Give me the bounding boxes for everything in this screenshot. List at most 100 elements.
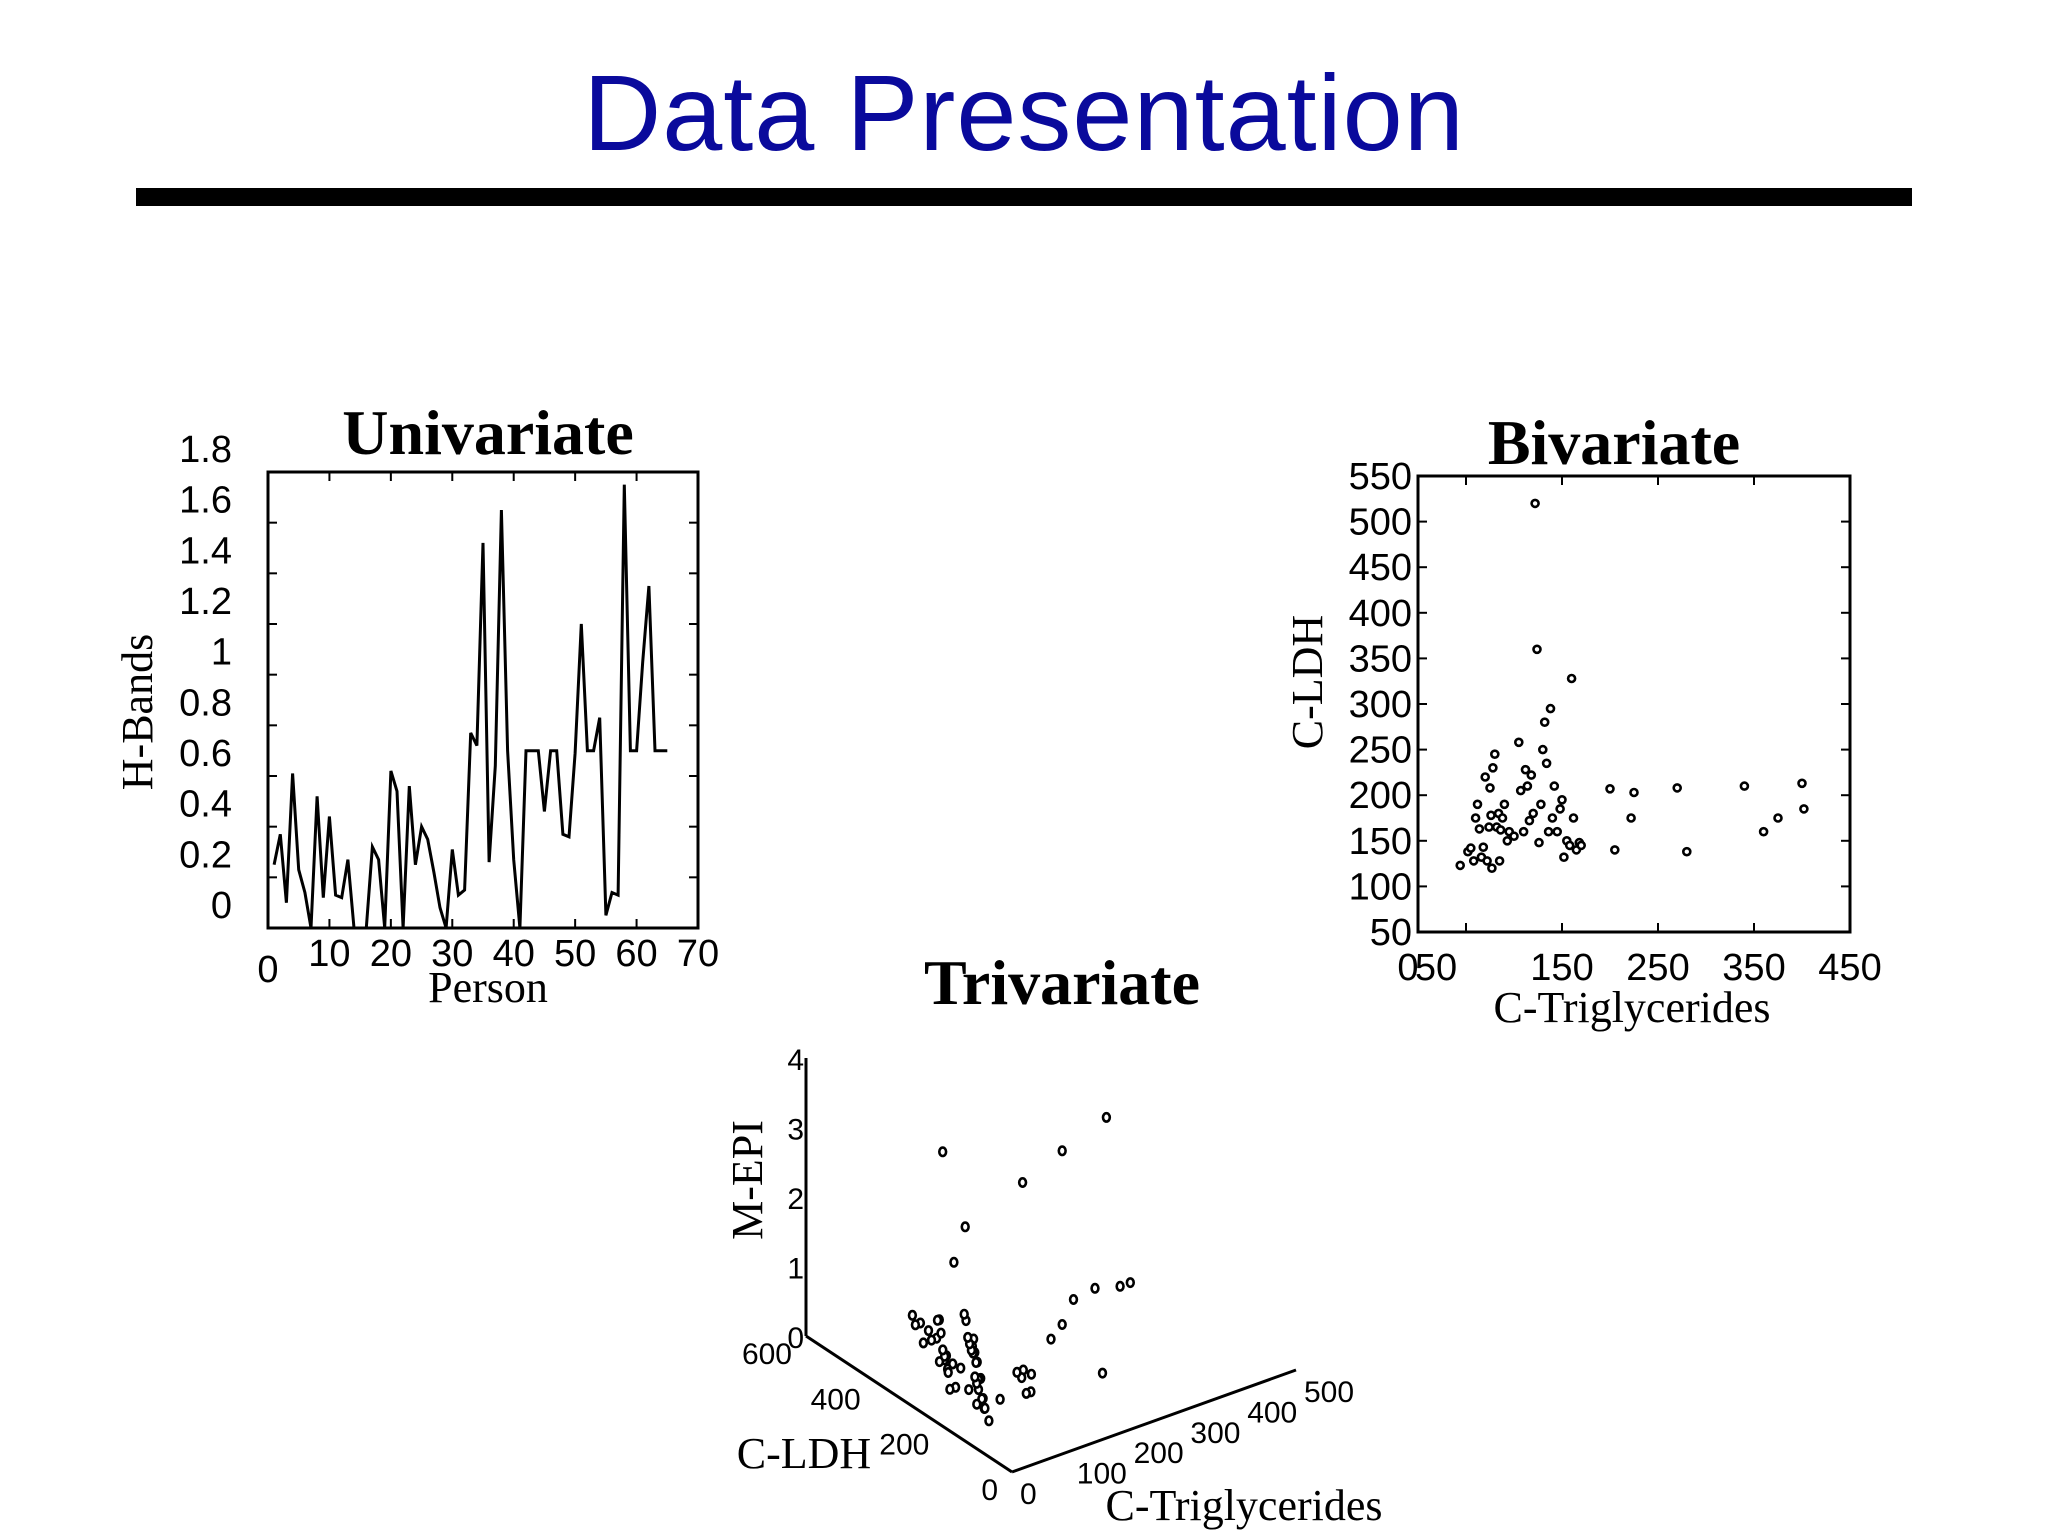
bivariate-point (1495, 825, 1506, 835)
bivariate-point (1515, 785, 1526, 796)
trivariate-point (923, 1325, 934, 1337)
bivariate-point (1797, 778, 1807, 789)
bivariate-point (1520, 764, 1531, 775)
bivariate-point (1547, 813, 1558, 823)
bivariate-point (1629, 787, 1639, 798)
trivariate-point (1101, 1111, 1112, 1123)
trivariate-z-tick-label: 4 (787, 1044, 804, 1077)
univariate-title: Univariate (342, 397, 634, 468)
bivariate-point (1522, 781, 1533, 791)
trivariate-point (936, 1327, 946, 1339)
univariate-xlabel: Person (428, 963, 548, 1012)
bivariate-point (1739, 781, 1750, 791)
trivariate-z-tick-label: 2 (787, 1183, 804, 1216)
trivariate-point (980, 1402, 990, 1414)
trivariate-point (972, 1398, 982, 1410)
bivariate-ylabel: C-LDH (1283, 615, 1332, 749)
bivariate-point (1626, 813, 1636, 823)
trivariate-point (937, 1146, 948, 1158)
univariate-y-tick-label: 1.8 (179, 429, 232, 471)
trivariate-point (995, 1393, 1005, 1405)
bivariate-x-tick-label: 450 (1818, 947, 1881, 989)
bivariate-point (1534, 837, 1544, 848)
bivariate-point (1472, 799, 1483, 810)
bivariate-point (1545, 703, 1556, 714)
trivariate-point (918, 1337, 929, 1349)
bivariate-title: Bivariate (1488, 407, 1740, 478)
bivariate-point (1552, 826, 1562, 837)
bivariate-point (1605, 783, 1615, 794)
bivariate-point (1466, 843, 1476, 853)
bivariate-point (1539, 717, 1550, 728)
trivariate-point (984, 1415, 994, 1427)
bivariate-point (1557, 794, 1567, 805)
trivariate-z-tick-labels: 0 1 2 3 4 (787, 1044, 804, 1355)
trivariate-z-tick-label: 0 (787, 1322, 804, 1355)
bivariate-point (1478, 842, 1489, 853)
trivariate-point (1068, 1294, 1079, 1306)
trivariate-x-tick-label: 300 (1190, 1417, 1240, 1450)
univariate-x-tick-label: 30 (431, 933, 473, 975)
trivariate-point (1115, 1280, 1125, 1292)
bivariate-xlabel: C-Triglycerides (1493, 983, 1770, 1032)
bivariate-point (1455, 860, 1465, 871)
trivariate-zlabel: M-EPI (723, 1120, 772, 1240)
trivariate-point (926, 1334, 937, 1346)
bivariate-point (1672, 783, 1682, 793)
bivariate-point (1532, 644, 1542, 655)
bivariate-point (1773, 813, 1783, 823)
trivariate-point (1097, 1367, 1108, 1379)
bivariate-point (1499, 799, 1510, 810)
trivariate-x-tick-label: 0 (1020, 1478, 1037, 1511)
trivariate-x-tick-label: 500 (1304, 1376, 1354, 1409)
trivariate-point (971, 1357, 981, 1369)
title-divider (136, 188, 1912, 206)
univariate-y-tick-label: 1.6 (179, 480, 232, 522)
bivariate-point (1497, 813, 1508, 823)
bivariate-y-tick-label: 250 (1349, 730, 1412, 772)
univariate-y-tick-label: 0.4 (179, 784, 232, 826)
trivariate-point (1021, 1387, 1032, 1399)
bivariate-y-tick-label: 150 (1349, 821, 1412, 863)
trivariate-point (1017, 1177, 1028, 1189)
bivariate-point (1480, 772, 1490, 782)
trivariate-point (907, 1309, 918, 1321)
bivariate-point (1536, 799, 1546, 810)
trivariate-point (1057, 1319, 1067, 1331)
bivariate-point (1487, 863, 1497, 874)
trivariate-point (960, 1221, 970, 1233)
trivariate-point (963, 1331, 973, 1343)
bivariate-point (1524, 815, 1535, 826)
bivariate-point (1482, 856, 1492, 866)
trivariate-x-axis (1011, 1368, 1297, 1474)
bivariate-point (1576, 840, 1586, 851)
bivariate-point (1549, 781, 1560, 791)
bivariate-point (1530, 498, 1540, 509)
bivariate-point (1474, 824, 1485, 834)
univariate-y-tick-label: 0.8 (179, 682, 232, 724)
trivariate-point (955, 1362, 966, 1374)
trivariate-point (943, 1367, 953, 1379)
univariate-y-tick-label: 0 (211, 885, 232, 927)
trivariate-point (964, 1384, 974, 1396)
bivariate-point (1758, 826, 1769, 837)
bivariate-point (1494, 856, 1505, 866)
trivariate-x-tick-label: 200 (1134, 1437, 1184, 1470)
bivariate-x-tick-label: 350 (1722, 947, 1785, 989)
univariate-y-tick-label: 1.2 (179, 581, 232, 623)
trivariate-y-tick-label: 600 (742, 1338, 792, 1371)
bivariate-point (1543, 826, 1554, 837)
trivariate-point (1057, 1145, 1067, 1157)
trivariate-point (959, 1308, 969, 1320)
bivariate-point (1799, 804, 1809, 814)
univariate-tick-marks (267, 471, 699, 929)
bivariate-point (1555, 804, 1565, 814)
trivariate-point (910, 1319, 921, 1331)
bivariate-point (1488, 762, 1498, 773)
trivariate-y-tick-label: 200 (879, 1429, 929, 1462)
bivariate-y-tick-label: 500 (1349, 502, 1412, 544)
bivariate-y-tick-label: 550 (1349, 456, 1412, 498)
trivariate-point (1046, 1333, 1056, 1345)
